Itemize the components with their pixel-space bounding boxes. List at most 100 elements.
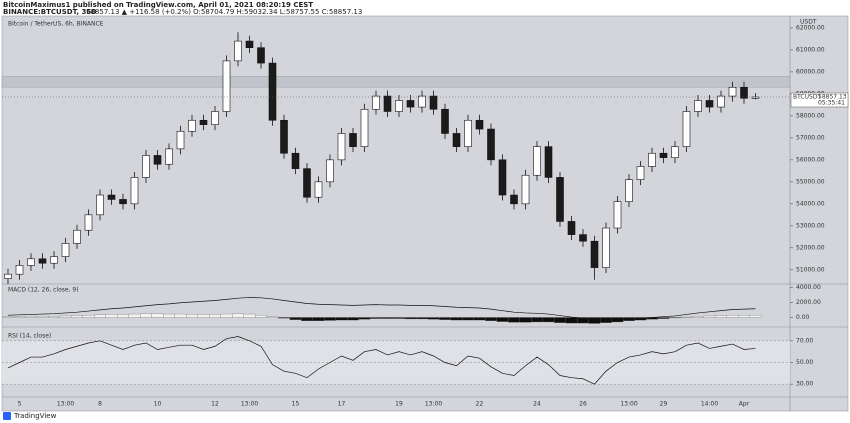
candle-body: [326, 159, 334, 183]
macd-histogram-bar: [462, 317, 474, 321]
macd-histogram-bar: [749, 315, 762, 318]
candle-body: [441, 108, 449, 134]
candle-body: [659, 152, 668, 158]
candle-body: [211, 111, 219, 125]
candle-body: [50, 256, 58, 264]
macd-histogram-bar: [25, 316, 37, 318]
candle-body: [360, 108, 369, 147]
candle-body: [337, 133, 346, 161]
macd-histogram-bar: [370, 317, 382, 319]
candle-body: [119, 199, 127, 205]
macd-histogram-bar: [105, 314, 118, 318]
candle-body: [590, 240, 599, 268]
y-tick-label: 61000.00: [796, 46, 825, 53]
candle-body: [464, 119, 472, 147]
candle-body: [613, 201, 622, 229]
y-tick-label: 56000.00: [796, 156, 825, 163]
y-tick-label: 0.00: [796, 314, 810, 321]
candle-body: [257, 47, 265, 64]
y-tick-label: 55000.00: [796, 178, 825, 185]
candle-body: [728, 86, 737, 97]
candle-body: [602, 227, 610, 268]
macd-histogram-bar: [588, 317, 601, 324]
x-tick-label: 29: [660, 401, 668, 408]
x-tick-label: 24: [533, 401, 541, 408]
x-tick-label: 14:00: [701, 401, 718, 408]
candle-body: [636, 166, 645, 180]
candle-body: [84, 214, 93, 231]
macd-histogram-bar: [266, 316, 279, 318]
macd-histogram-bar: [324, 317, 336, 321]
macd-legend: MACD (12, 26, close, 9): [8, 287, 79, 294]
macd-histogram-bar: [439, 317, 451, 320]
main-legend: Bitcoin / TetherUS, 6h, BINANCE: [8, 21, 104, 28]
candle-body: [429, 95, 438, 110]
y-tick-label: 53000.00: [796, 222, 825, 229]
macd-histogram-bar: [13, 316, 26, 318]
candle-body: [717, 95, 725, 108]
last-price-tag: [790, 92, 849, 108]
macd-histogram-bar: [289, 317, 302, 320]
candle-body: [705, 100, 714, 108]
macd-histogram-bar: [508, 317, 520, 323]
x-tick-label: 26: [579, 401, 587, 408]
macd-histogram-bar: [381, 317, 394, 319]
macd-histogram-bar: [703, 315, 716, 318]
macd-histogram-bar: [485, 317, 497, 321]
macd-histogram-bar: [48, 316, 60, 318]
macd-histogram-bar: [738, 315, 750, 318]
candle-body: [165, 148, 173, 165]
candle-body: [579, 234, 587, 242]
candle-body: [222, 60, 231, 112]
x-tick-label: 13:00: [425, 401, 442, 408]
y-tick-label: 57000.00: [796, 134, 825, 141]
candle-body: [96, 194, 104, 216]
macd-histogram-bar: [117, 314, 129, 318]
macd-histogram-bar: [358, 317, 371, 320]
candle-body: [418, 95, 426, 108]
y-tick-label: 70.00: [796, 337, 813, 344]
x-tick-label: 13:00: [57, 401, 74, 408]
macd-histogram-bar: [416, 317, 428, 320]
brand: TradingView: [13, 412, 57, 420]
macd-histogram-bar: [473, 317, 486, 321]
macd-histogram-bar: [197, 314, 210, 318]
macd-histogram-bar: [657, 317, 670, 319]
macd-histogram-bar: [542, 317, 555, 323]
rsi-legend: RSI (14, close): [8, 333, 51, 340]
macd-histogram-bar: [496, 317, 509, 322]
candle-body: [280, 119, 288, 154]
macd-histogram-bar: [243, 313, 256, 318]
macd-histogram-bar: [427, 317, 440, 320]
y-tick-label: 60000.00: [796, 68, 825, 75]
candle-body: [510, 194, 518, 205]
macd-histogram-bar: [519, 317, 532, 323]
macd-histogram-bar: [347, 317, 359, 321]
macd-histogram-bar: [301, 317, 313, 321]
macd-histogram-bar: [278, 317, 290, 319]
x-tick-label: 10: [154, 401, 162, 408]
candle-body: [4, 273, 12, 279]
macd-histogram-bar: [163, 313, 175, 318]
candle-body: [556, 177, 564, 222]
x-tick-label: 15: [292, 401, 300, 408]
candle-body: [303, 168, 311, 198]
countdown: 05:35:41: [818, 100, 845, 107]
y-tick-label: 52000.00: [796, 244, 825, 251]
macd-histogram-bar: [335, 317, 348, 321]
macd-histogram-bar: [94, 314, 106, 318]
macd-histogram-bar: [393, 317, 405, 319]
y-tick-label: 30.00: [796, 381, 813, 388]
candle-body: [38, 258, 47, 264]
y-tick-label: 54000.00: [796, 200, 825, 207]
y-tick-label: 50.00: [796, 359, 813, 366]
candle-body: [521, 174, 530, 205]
candle-body: [740, 86, 748, 99]
macd-histogram-bar: [59, 315, 72, 318]
candle-body: [452, 133, 461, 147]
candle-body: [533, 146, 541, 176]
macd-histogram-bar: [669, 317, 681, 319]
candle-body: [475, 119, 484, 130]
macd-histogram-bar: [71, 315, 83, 318]
last-symbol: BTCUSDT: [793, 94, 821, 101]
